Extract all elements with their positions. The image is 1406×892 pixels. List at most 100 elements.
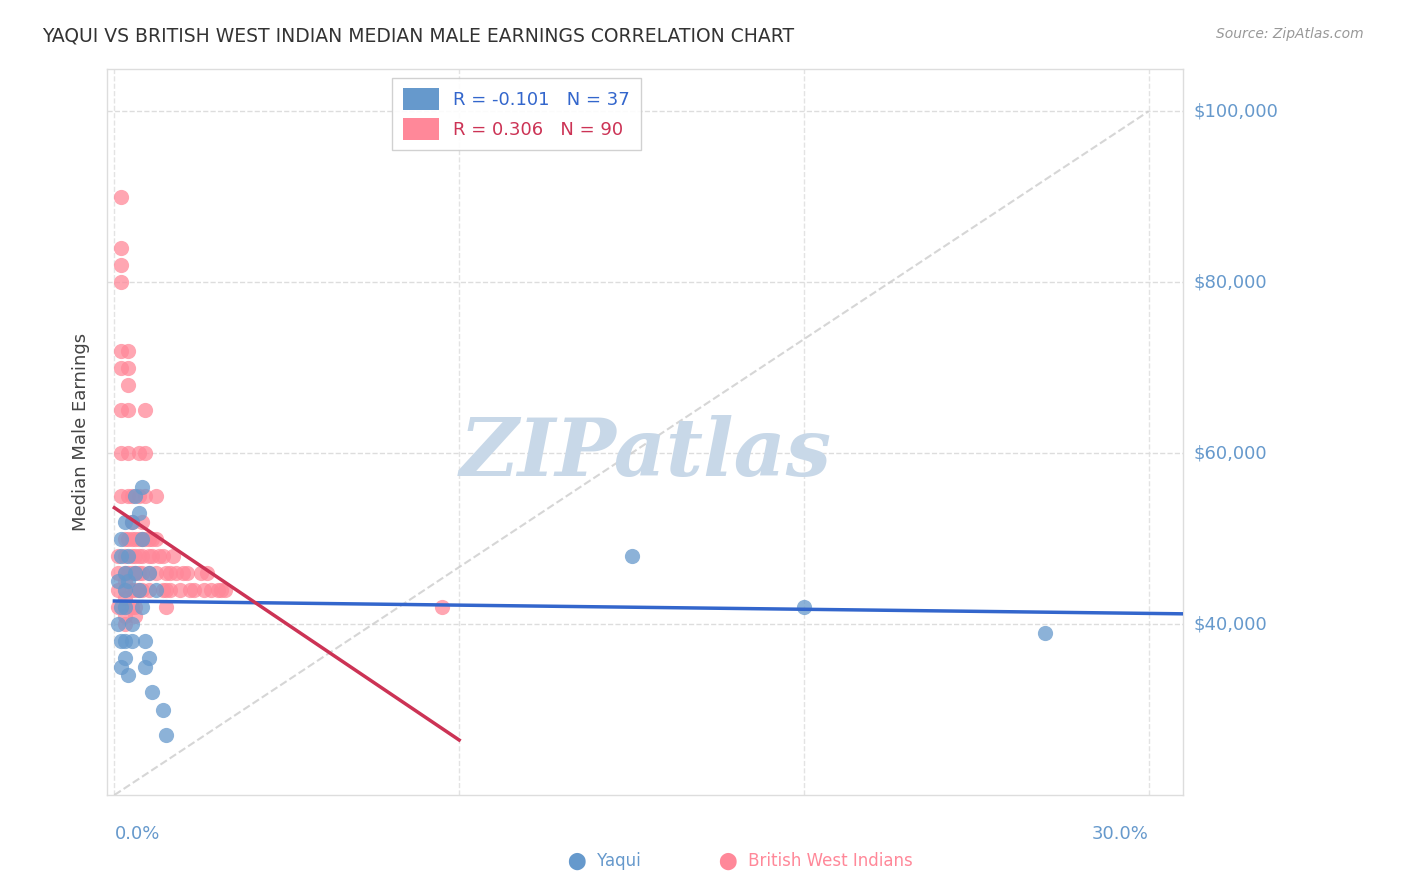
Point <box>131 532 153 546</box>
Point <box>114 634 136 648</box>
Point <box>128 582 150 597</box>
Point <box>114 599 136 614</box>
Point <box>128 506 150 520</box>
Point <box>121 634 143 648</box>
Point <box>128 566 150 580</box>
Point <box>141 685 163 699</box>
Point <box>207 582 229 597</box>
Point <box>114 608 136 623</box>
Point <box>131 566 153 580</box>
Point <box>165 566 187 580</box>
Point <box>117 549 139 563</box>
Point <box>124 599 146 614</box>
Point <box>121 489 143 503</box>
Point <box>134 403 156 417</box>
Point <box>128 489 150 503</box>
Point <box>134 446 156 460</box>
Point <box>159 582 181 597</box>
Legend: R = -0.101   N = 37, R = 0.306   N = 90: R = -0.101 N = 37, R = 0.306 N = 90 <box>392 78 641 151</box>
Point <box>145 489 167 503</box>
Point <box>121 549 143 563</box>
Point <box>114 599 136 614</box>
Point <box>172 566 194 580</box>
Point <box>110 446 132 460</box>
Point <box>114 582 136 597</box>
Point <box>110 258 132 272</box>
Point <box>193 582 215 597</box>
Point <box>793 599 815 614</box>
Point <box>148 549 170 563</box>
Point <box>159 566 181 580</box>
Point <box>1033 625 1056 640</box>
Point <box>197 566 219 580</box>
Point <box>110 599 132 614</box>
Point <box>124 608 146 623</box>
Point <box>110 190 132 204</box>
Point <box>110 360 132 375</box>
Point <box>117 377 139 392</box>
Point <box>124 549 146 563</box>
Point <box>620 549 643 563</box>
Point <box>138 566 160 580</box>
Point <box>131 599 153 614</box>
Point <box>128 582 150 597</box>
Point <box>110 489 132 503</box>
Point <box>117 403 139 417</box>
Point <box>124 582 146 597</box>
Point <box>155 566 177 580</box>
Text: ⬤  British West Indians: ⬤ British West Indians <box>718 852 912 870</box>
Point <box>209 582 232 597</box>
Point <box>107 574 129 589</box>
Point <box>155 599 177 614</box>
Point <box>110 275 132 289</box>
Text: $80,000: $80,000 <box>1194 273 1267 291</box>
Point <box>200 582 222 597</box>
Text: 0.0%: 0.0% <box>114 825 160 843</box>
Point <box>110 660 132 674</box>
Point <box>138 651 160 665</box>
Text: 30.0%: 30.0% <box>1092 825 1149 843</box>
Point <box>107 599 129 614</box>
Point <box>107 549 129 563</box>
Point <box>141 532 163 546</box>
Text: ⬤  Yaqui: ⬤ Yaqui <box>568 852 641 870</box>
Point <box>110 634 132 648</box>
Point <box>114 591 136 606</box>
Point <box>134 634 156 648</box>
Point <box>179 582 201 597</box>
Text: ZIPatlas: ZIPatlas <box>460 415 831 492</box>
Text: Source: ZipAtlas.com: Source: ZipAtlas.com <box>1216 27 1364 41</box>
Point <box>121 599 143 614</box>
Point <box>183 582 205 597</box>
Point <box>121 566 143 580</box>
Point <box>128 532 150 546</box>
Point <box>114 549 136 563</box>
Point <box>117 360 139 375</box>
Point <box>107 617 129 632</box>
Point <box>114 515 136 529</box>
Point <box>128 549 150 563</box>
Point <box>110 241 132 255</box>
Point <box>138 566 160 580</box>
Point <box>110 343 132 358</box>
Point <box>131 515 153 529</box>
Point <box>141 549 163 563</box>
Point <box>145 582 167 597</box>
Point <box>169 582 191 597</box>
Point <box>110 532 132 546</box>
Point <box>124 566 146 580</box>
Point <box>155 582 177 597</box>
Point <box>114 566 136 580</box>
Point <box>117 532 139 546</box>
Text: YAQUI VS BRITISH WEST INDIAN MEDIAN MALE EARNINGS CORRELATION CHART: YAQUI VS BRITISH WEST INDIAN MEDIAN MALE… <box>42 27 794 45</box>
Point <box>124 532 146 546</box>
Point <box>134 660 156 674</box>
Point <box>114 651 136 665</box>
Point <box>117 668 139 682</box>
Point <box>131 582 153 597</box>
Point <box>121 515 143 529</box>
Text: $100,000: $100,000 <box>1194 103 1278 120</box>
Point <box>117 566 139 580</box>
Text: $60,000: $60,000 <box>1194 444 1267 462</box>
Point <box>162 549 184 563</box>
